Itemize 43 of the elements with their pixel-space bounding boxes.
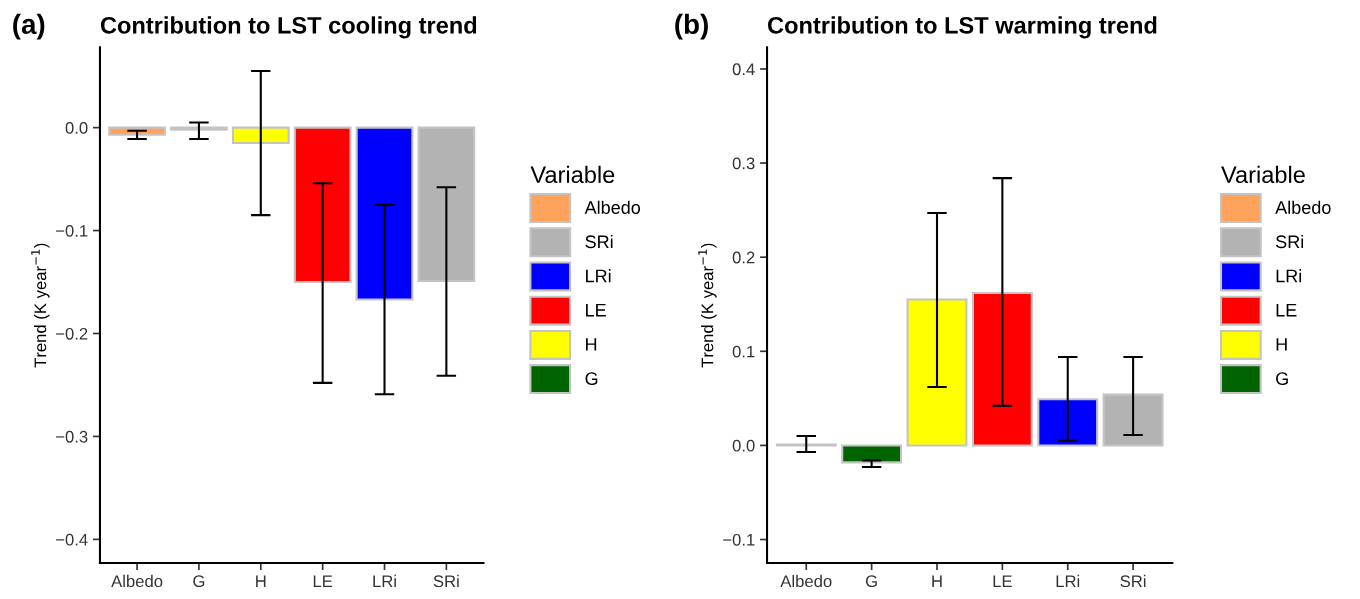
x-tick-label: Albedo [780,574,832,588]
legend-title: Variable [1221,165,1305,184]
x-tick-label: G [865,575,877,588]
y-tick-label: 0.0 [732,439,755,452]
x-tick-label: LRi [373,574,396,587]
legend-label: G [585,372,598,386]
x-tick-label: H [932,575,942,587]
legend-label: Albedo [584,200,641,214]
legend-label: LE [1276,303,1297,317]
chart-title: Contribution to LST cooling trend [100,16,477,39]
x-tick-label: LE [313,575,333,587]
legend-label: SRi [585,234,613,249]
y-tick-label: −0.1 [723,533,755,546]
legend-label: LRi [1276,269,1302,283]
legend-label: SRi [1275,234,1304,249]
legend-label: LRi [586,269,611,283]
y-axis-title: Trend (K year$^{−1}$) [31,243,50,368]
y-tick-label: 0.3 [732,157,755,170]
y-axis-title: Trend (K year$^{−1}$) [698,243,717,368]
y-tick-label: −0.1 [56,224,88,237]
legend-label: H [1276,338,1287,351]
y-tick-label: −0.4 [56,533,88,546]
legend-label: LE [586,303,606,317]
x-tick-label: SRi [433,574,459,588]
text: (b) [675,13,708,40]
x-tick-label: SRi [1120,574,1146,588]
legend-label: H [586,338,597,351]
x-tick-label: LE [993,575,1012,587]
legend-label: G [1276,372,1288,386]
x-tick-label: LRi [1056,574,1080,587]
y-tick-label: 0.2 [732,251,755,264]
legend-title: Variable [530,165,615,184]
x-tick-label: H [256,575,266,587]
y-tick-label: −0.3 [56,430,88,443]
y-tick-label: 0.1 [732,345,755,358]
y-tick-label: −0.2 [56,327,88,340]
y-tick-label: 0.4 [732,63,755,76]
x-tick-label: G [193,575,205,588]
x-tick-label: Albedo [111,574,163,588]
y-tick-label: 0.0 [65,122,88,134]
legend-label: Albedo [1275,200,1331,214]
text: (a) [13,13,45,40]
chart-title: Contribution to LST warming trend [768,16,1157,39]
